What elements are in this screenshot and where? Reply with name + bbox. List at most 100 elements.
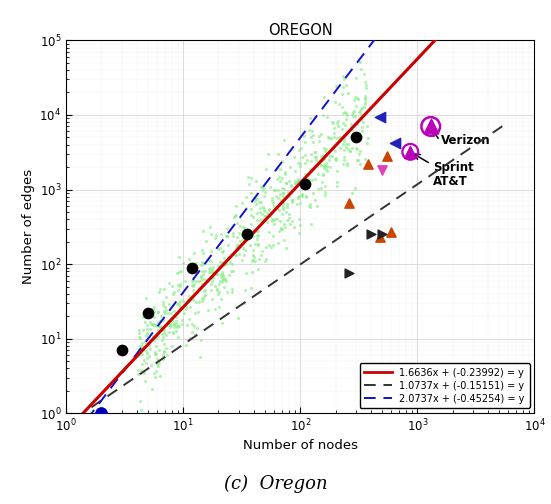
Point bbox=[332, 182, 341, 190]
Point bbox=[219, 254, 228, 262]
Point bbox=[253, 227, 262, 235]
Point bbox=[169, 290, 177, 298]
Point bbox=[179, 296, 187, 304]
Point bbox=[195, 284, 203, 292]
Point bbox=[296, 144, 305, 152]
Point bbox=[287, 181, 295, 189]
Point bbox=[310, 149, 319, 157]
Point bbox=[316, 152, 325, 160]
Point bbox=[274, 206, 283, 214]
Point bbox=[175, 280, 184, 288]
Point bbox=[167, 309, 176, 318]
Point bbox=[135, 333, 144, 341]
Point bbox=[339, 153, 348, 161]
Point bbox=[342, 109, 351, 117]
Point bbox=[358, 104, 366, 112]
Point bbox=[353, 131, 362, 139]
Point bbox=[139, 346, 148, 354]
Point bbox=[279, 205, 288, 213]
Point bbox=[222, 232, 231, 240]
Point bbox=[301, 192, 310, 200]
Point bbox=[188, 277, 197, 285]
Point bbox=[331, 155, 340, 163]
Point bbox=[189, 289, 198, 297]
Point bbox=[364, 160, 372, 168]
Point bbox=[266, 209, 275, 217]
Point bbox=[323, 133, 332, 141]
Point bbox=[144, 352, 153, 360]
Point bbox=[252, 196, 261, 204]
Point bbox=[251, 194, 260, 202]
Point bbox=[307, 157, 316, 165]
Point bbox=[138, 360, 147, 368]
Point bbox=[245, 180, 253, 188]
Point bbox=[153, 329, 161, 337]
Point bbox=[304, 170, 312, 178]
Point bbox=[353, 95, 362, 103]
Point bbox=[352, 145, 361, 153]
Point bbox=[223, 253, 232, 261]
Point bbox=[236, 222, 245, 230]
Point bbox=[217, 258, 226, 266]
Point bbox=[360, 95, 369, 103]
Point bbox=[283, 204, 291, 212]
Point bbox=[220, 275, 229, 283]
Title: OREGON: OREGON bbox=[268, 23, 333, 38]
Point bbox=[227, 267, 236, 275]
Point bbox=[138, 327, 147, 335]
Point bbox=[170, 312, 179, 321]
Point bbox=[197, 297, 206, 305]
Point bbox=[181, 305, 190, 313]
Point bbox=[267, 194, 276, 202]
Point bbox=[273, 215, 282, 223]
Point bbox=[136, 342, 144, 350]
Point bbox=[318, 151, 327, 159]
Point bbox=[357, 134, 366, 142]
Point bbox=[278, 183, 287, 192]
Point bbox=[163, 321, 172, 329]
Point bbox=[160, 340, 169, 348]
Point bbox=[236, 236, 245, 244]
Point bbox=[240, 224, 249, 232]
Point bbox=[158, 331, 167, 339]
Point bbox=[276, 177, 284, 185]
Point bbox=[172, 322, 181, 330]
Point bbox=[208, 273, 217, 281]
Point bbox=[352, 102, 360, 110]
Point bbox=[211, 231, 220, 239]
Point bbox=[234, 241, 242, 249]
Point bbox=[282, 208, 290, 216]
Point bbox=[309, 131, 317, 139]
Point bbox=[149, 303, 158, 311]
Point bbox=[215, 303, 224, 311]
Point bbox=[181, 302, 190, 310]
Point bbox=[207, 286, 215, 294]
Point bbox=[264, 150, 273, 158]
Point bbox=[170, 320, 179, 328]
Point bbox=[426, 122, 435, 131]
Point bbox=[241, 286, 250, 294]
Point bbox=[268, 217, 277, 225]
Point bbox=[174, 333, 182, 341]
Point bbox=[199, 295, 208, 303]
Point bbox=[339, 140, 348, 148]
Point bbox=[279, 189, 288, 197]
Point bbox=[155, 285, 164, 293]
Point bbox=[247, 220, 256, 228]
Point bbox=[215, 288, 224, 296]
Point bbox=[335, 144, 344, 152]
Point bbox=[352, 118, 361, 126]
Point bbox=[239, 236, 247, 244]
Point bbox=[268, 197, 277, 205]
Point bbox=[249, 256, 257, 264]
Point bbox=[168, 342, 176, 350]
Point bbox=[139, 356, 148, 364]
Point bbox=[170, 321, 179, 329]
Point bbox=[287, 181, 296, 190]
Point bbox=[140, 338, 149, 346]
Point bbox=[196, 336, 205, 344]
Point bbox=[255, 198, 263, 206]
Point bbox=[222, 232, 230, 240]
Point bbox=[231, 202, 240, 210]
Point bbox=[302, 194, 311, 202]
